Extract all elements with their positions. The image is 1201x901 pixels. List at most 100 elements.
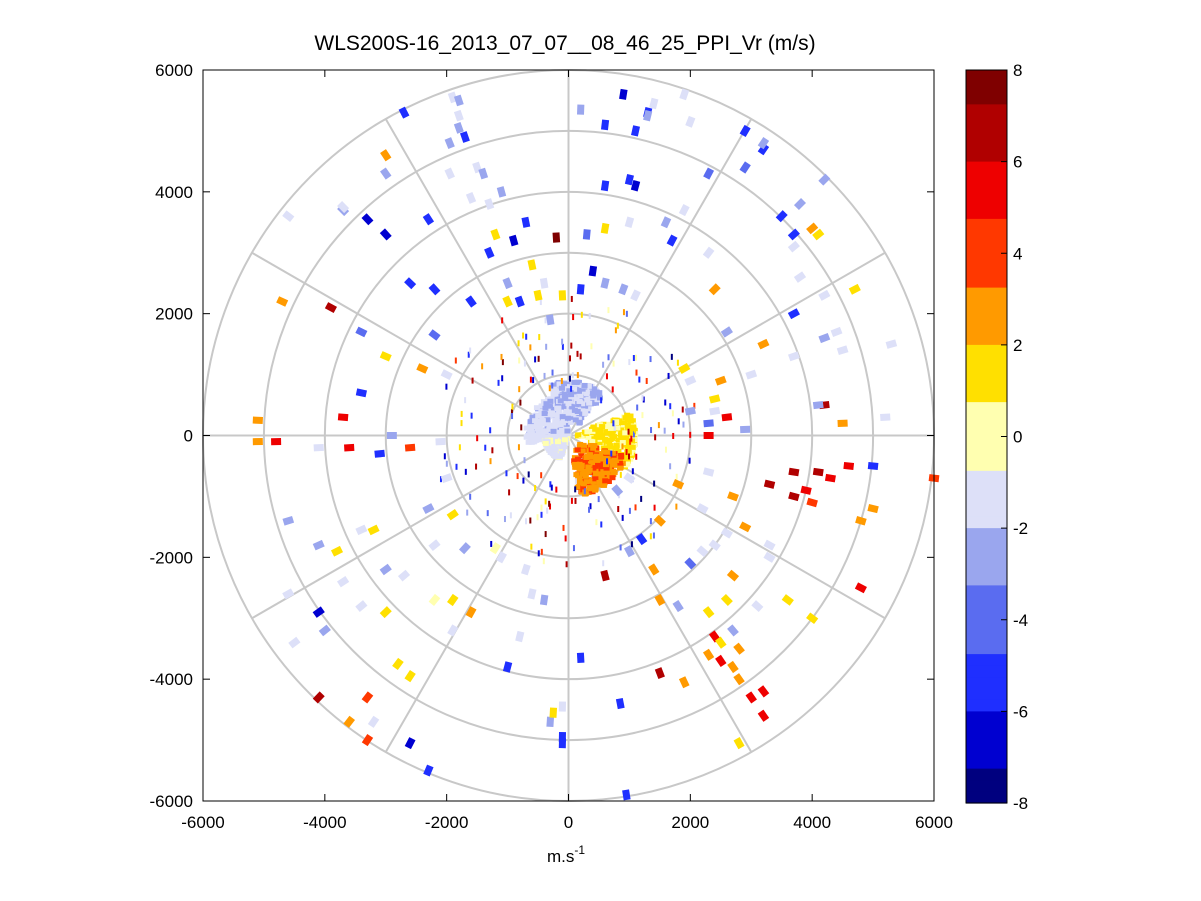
colorbar-tick-label: -4 [1013, 611, 1028, 630]
cluster-mark [600, 469, 607, 475]
data-point-196 [545, 314, 555, 326]
ring-scatter-mark [632, 431, 635, 438]
cluster-mark [568, 419, 575, 425]
cluster-mark [562, 411, 569, 417]
data-point-70 [496, 551, 507, 564]
data-point-6 [361, 213, 374, 226]
ring-scatter-mark [574, 497, 577, 504]
ring-scatter-mark [532, 377, 535, 384]
ring-scatter-mark [606, 458, 609, 465]
cluster-mark [618, 427, 625, 433]
cluster-mark [527, 419, 534, 425]
x-axis-label-exponent: -1 [574, 843, 585, 857]
data-point-106 [684, 557, 697, 570]
data-point-10 [379, 228, 392, 241]
ring-scatter-mark [443, 453, 446, 460]
ring-scatter-mark [469, 493, 472, 500]
cluster-mark [559, 414, 566, 420]
cluster-mark [592, 487, 599, 493]
ring-scatter-mark [544, 317, 547, 324]
data-point-200 [576, 104, 585, 115]
grid-spoke-150 [251, 251, 569, 437]
colorbar-segment [966, 596, 1007, 609]
cluster-mark [596, 395, 603, 401]
ring-scatter-mark [641, 394, 644, 401]
cluster-mark [617, 465, 624, 471]
ring-scatter-mark [503, 516, 506, 523]
data-point-58 [343, 715, 356, 728]
ring-scatter-mark [617, 506, 620, 513]
cluster-mark [599, 424, 606, 430]
cluster-mark [614, 425, 621, 431]
data-point-136 [709, 394, 721, 404]
colorbar-segment [966, 528, 1007, 541]
ring-scatter-mark [517, 444, 520, 451]
colorbar-segment [966, 505, 1007, 518]
data-point-211 [453, 94, 464, 107]
cluster-mark [564, 415, 571, 421]
data-point-169 [678, 204, 690, 217]
ring-scatter-mark [607, 354, 610, 361]
ring-scatter-mark [657, 422, 660, 429]
cluster-mark [579, 411, 586, 417]
y-tick-label: -2000 [150, 548, 193, 567]
data-point-9 [484, 198, 495, 210]
data-point-89 [726, 569, 740, 582]
ring-scatter-mark [622, 309, 625, 316]
data-point-64 [465, 606, 477, 619]
ring-scatter-mark [464, 397, 467, 404]
data-point-146 [788, 351, 800, 362]
cluster-mark [544, 417, 551, 423]
data-point-184 [490, 228, 501, 241]
ring-scatter-mark [619, 544, 622, 551]
data-point-153 [837, 419, 848, 428]
ring-scatter-mark [445, 460, 448, 467]
cluster-mark [560, 381, 567, 387]
data-point-165 [818, 173, 831, 186]
cluster-mark [579, 448, 586, 454]
colorbar-segment [966, 711, 1007, 724]
ring-scatter-mark [542, 558, 545, 565]
data-point-41 [379, 563, 392, 576]
colorbar-segment [966, 230, 1007, 243]
cluster-mark [580, 468, 587, 474]
cluster-mark [604, 437, 611, 443]
data-point-191 [576, 284, 585, 295]
ring-scatter-mark [523, 360, 526, 367]
ring-scatter-mark [670, 353, 673, 360]
ring-scatter-mark [509, 512, 512, 519]
data-point-142 [740, 425, 751, 434]
data-point-140 [709, 406, 721, 416]
data-point-93 [715, 636, 727, 649]
ring-scatter-mark [476, 435, 479, 442]
data-point-48 [330, 545, 344, 557]
data-point-181 [521, 216, 531, 228]
cluster-mark [618, 454, 625, 460]
ring-scatter-mark [625, 310, 628, 317]
data-point-189 [533, 289, 543, 302]
cluster-mark [543, 401, 550, 407]
data-point-20 [355, 388, 367, 398]
ring-scatter-mark [537, 355, 540, 362]
data-point-85 [702, 606, 715, 619]
data-point-155 [787, 308, 800, 320]
ring-scatter-mark [534, 356, 537, 363]
cluster-mark [552, 446, 559, 452]
ring-scatter-mark [675, 503, 678, 510]
ring-scatter [439, 295, 696, 568]
y-tick-label: 6000 [155, 61, 193, 80]
data-point-14 [428, 283, 441, 296]
ring-scatter-mark [570, 385, 573, 392]
data-point-21 [416, 363, 429, 374]
data-point-137 [684, 375, 697, 386]
cluster-mark [585, 469, 592, 475]
data-point-17 [276, 296, 289, 307]
ring-scatter-mark [454, 357, 457, 364]
data-point-1 [398, 106, 410, 119]
ring-scatter-mark [664, 399, 667, 406]
colorbar-segment [966, 493, 1007, 506]
ring-scatter-mark [455, 463, 458, 470]
cluster-mark [567, 398, 574, 404]
data-point-167 [739, 161, 751, 174]
cluster-mark [589, 386, 596, 392]
